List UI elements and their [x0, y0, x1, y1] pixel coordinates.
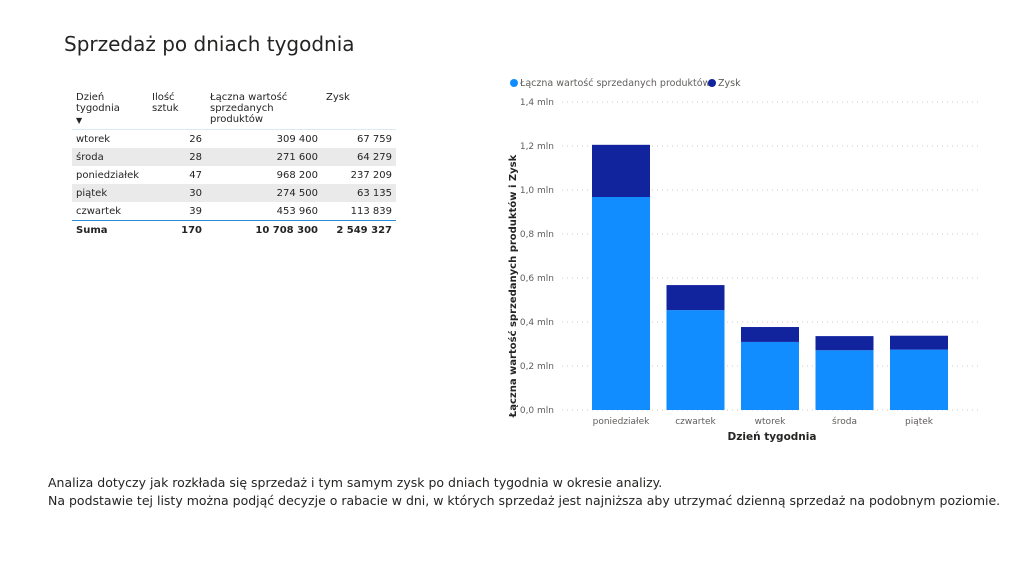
- y-tick-label: 1,2 mln: [520, 142, 554, 152]
- table-cell: 63 135: [322, 184, 396, 202]
- column-header-quantity[interactable]: Ilość sztuk: [152, 92, 179, 114]
- x-tick-label: czwartek: [675, 417, 716, 427]
- table-cell: czwartek: [76, 205, 122, 217]
- total-cell: 2 549 327: [322, 220, 396, 239]
- y-axis-title: Łączna wartość sprzedanych produktów i Z…: [507, 154, 519, 418]
- table-cell: 64 279: [322, 148, 396, 166]
- y-tick-label: 0,8 mln: [520, 230, 554, 240]
- table-cell: 271 600: [206, 148, 322, 166]
- table-cell: 453 960: [276, 205, 318, 217]
- table-row: poniedziałek 47 968 200 237 209: [72, 166, 396, 184]
- bar-segment: [890, 335, 948, 350]
- page-title: Sprzedaż po dniach tygodnia: [64, 32, 355, 56]
- table-cell: 113 839: [350, 205, 392, 217]
- bar-segment: [666, 310, 725, 410]
- table-cell: 26: [189, 133, 202, 145]
- bar-segment: [666, 285, 725, 311]
- y-tick-label: 0,0 mln: [520, 406, 554, 416]
- total-cell: 10 708 300: [206, 220, 322, 239]
- sort-descending-icon[interactable]: ▼: [76, 116, 83, 125]
- legend-label: Zysk: [718, 78, 741, 89]
- table-cell: 47: [189, 169, 202, 181]
- column-header-profit[interactable]: Zysk: [326, 92, 350, 103]
- table-cell: 30: [152, 184, 206, 202]
- description-line: Na podstawie tej listy można podjąć decy…: [48, 493, 1001, 508]
- table-row: wtorek 26 309 400 67 759: [72, 130, 396, 149]
- y-tick-label: 1,0 mln: [520, 186, 554, 196]
- bar-segment: [815, 336, 874, 351]
- x-tick-label: piątek: [905, 417, 934, 427]
- header-label: Dzień tygodnia: [76, 92, 120, 114]
- table-cell: 28: [152, 148, 206, 166]
- description: Analiza dotyczy jak rozkłada się sprzeda…: [48, 474, 1000, 510]
- stacked-bar-chart: 0,0 mln 0,2 mln 0,4 mln 0,6 mln 0,8 mln 1,0 m…: [507, 78, 982, 443]
- y-tick-label: 1,4 mln: [520, 98, 554, 108]
- y-tick-label: 0,4 mln: [520, 318, 554, 328]
- table-row: środa 28 271 600 64 279: [72, 148, 396, 166]
- y-tick-label: 0,6 mln: [520, 274, 554, 284]
- table-cell: 274 500: [206, 184, 322, 202]
- bar-segment: [741, 341, 799, 410]
- x-tick-label: wtorek: [755, 417, 786, 427]
- legend-marker: [510, 79, 518, 87]
- total-cell: Suma: [72, 220, 152, 239]
- table-row: piątek 30 274 500 63 135: [72, 184, 396, 202]
- bar-segment: [890, 349, 948, 410]
- table-total-row: Suma 170 10 708 300 2 549 327: [72, 220, 396, 239]
- table-cell: 39: [189, 205, 202, 217]
- legend-label: Łączna wartość sprzedanych produktów: [519, 78, 711, 89]
- table-cell: piątek: [72, 184, 152, 202]
- column-header-value[interactable]: Łączna wartość sprzedanych produktów: [210, 92, 288, 125]
- description-line: Analiza dotyczy jak rozkłada się sprzeda…: [48, 475, 663, 490]
- bar-segment: [741, 327, 799, 342]
- total-cell: 170: [152, 220, 206, 239]
- table-cell: środa: [72, 148, 152, 166]
- x-tick-label: poniedziałek: [593, 417, 651, 427]
- table-cell: poniedziałek: [76, 169, 140, 181]
- bar-segment: [592, 144, 650, 197]
- y-tick-label: 0,2 mln: [520, 362, 554, 372]
- legend-marker: [708, 79, 716, 87]
- table-row: czwartek 39 453 960 113 839: [72, 202, 396, 221]
- table-cell: 67 759: [357, 133, 392, 145]
- table-cell: 309 400: [276, 133, 318, 145]
- column-header-day[interactable]: Dzień tygodnia ▼: [72, 90, 152, 130]
- x-tick-label: środa: [832, 416, 857, 427]
- sales-table: Dzień tygodnia ▼ Ilość sztuk Łączna warto…: [72, 90, 396, 239]
- table-cell: 968 200: [276, 169, 318, 181]
- table-cell: wtorek: [76, 133, 111, 145]
- bar-segment: [592, 196, 650, 410]
- table-cell: 237 209: [350, 169, 392, 181]
- bar-segment: [815, 350, 874, 410]
- x-axis-title: Dzień tygodnia: [728, 431, 817, 443]
